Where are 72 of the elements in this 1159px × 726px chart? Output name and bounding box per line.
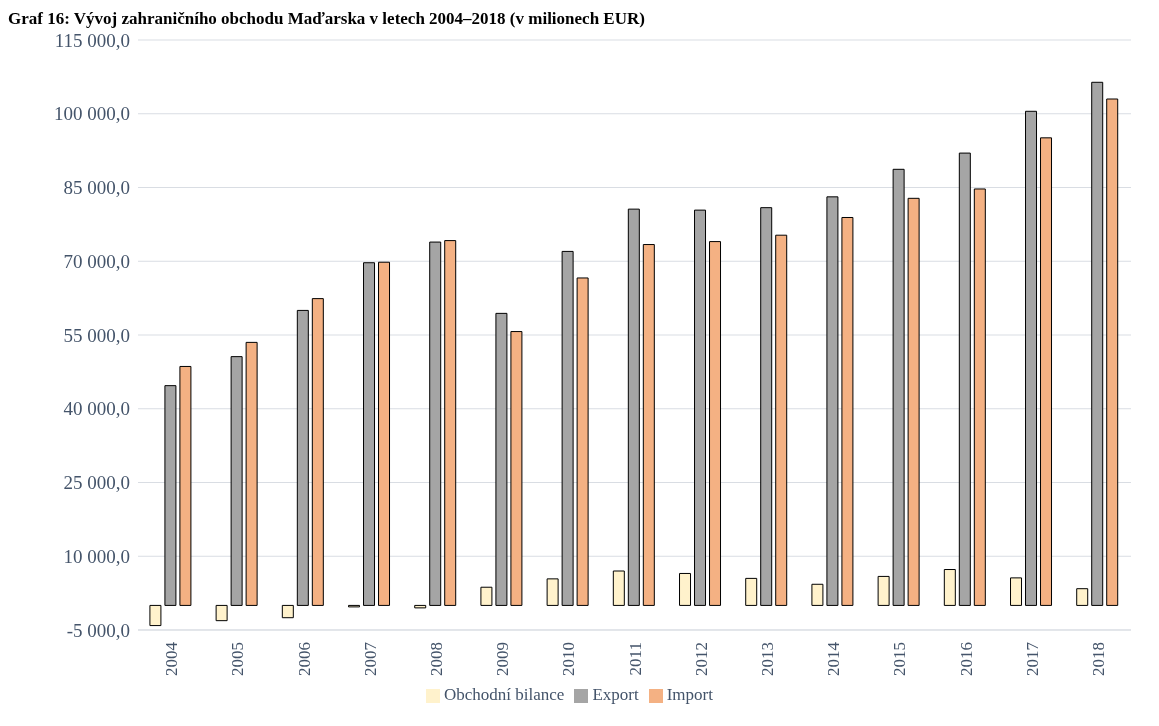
x-tick-label: 2013 <box>757 642 777 676</box>
y-tick-label: 115 000,0 <box>54 29 130 51</box>
bar <box>245 341 258 606</box>
bar <box>363 262 376 606</box>
bar <box>311 298 324 606</box>
bar <box>281 604 294 619</box>
bar <box>745 577 758 606</box>
x-tick-label: 2014 <box>824 641 844 676</box>
chart-title: Graf 16: Vývoj zahraničního obchodu Maďarska v letech 2004–2018 (v milionech EUR) <box>8 8 646 30</box>
bar <box>826 196 839 606</box>
bar <box>892 168 905 606</box>
y-tick-label: 25 000,0 <box>63 472 130 494</box>
bar <box>561 250 574 606</box>
bar <box>1106 98 1119 606</box>
legend-label: Import <box>666 685 713 704</box>
x-tick-label: 2007 <box>360 641 380 676</box>
bar <box>958 152 971 606</box>
bar <box>811 583 824 606</box>
bar <box>378 261 391 606</box>
bar <box>642 244 655 606</box>
y-tick-label: 10 000,0 <box>63 545 130 567</box>
bar <box>495 312 508 606</box>
y-tick-label: 85 000,0 <box>63 177 130 199</box>
bar <box>694 209 707 606</box>
bar <box>943 569 956 606</box>
bar <box>296 309 309 606</box>
y-tick-label: 70 000,0 <box>63 250 130 272</box>
bar <box>973 188 986 606</box>
bar <box>576 277 589 606</box>
legend-label: Obchodní bilance <box>444 685 565 704</box>
x-tick-label: 2009 <box>493 642 513 676</box>
bar <box>627 208 640 606</box>
bar <box>1040 137 1053 606</box>
x-tick-label: 2017 <box>1022 641 1042 676</box>
bar <box>877 575 890 606</box>
bar <box>1010 577 1023 606</box>
bar <box>612 570 625 606</box>
bar <box>1025 110 1038 606</box>
bar <box>760 207 773 606</box>
x-tick-label: 2011 <box>625 642 645 676</box>
bar <box>429 241 442 606</box>
x-tick-label: 2005 <box>228 642 248 676</box>
bar <box>230 356 243 606</box>
y-tick-label: 100 000,0 <box>54 103 130 125</box>
x-tick-label: 2008 <box>426 642 446 676</box>
x-tick-label: 2016 <box>956 642 976 676</box>
bar <box>215 604 228 622</box>
y-tick-label: 55 000,0 <box>63 324 130 346</box>
x-tick-label: 2004 <box>162 641 182 676</box>
bar <box>1091 81 1104 606</box>
bar <box>414 604 427 609</box>
y-tick-label: 40 000,0 <box>63 398 130 420</box>
bar <box>907 197 920 606</box>
bar <box>775 234 788 606</box>
bar <box>709 241 722 606</box>
x-tick-label: 2006 <box>294 642 314 676</box>
legend-label: Export <box>592 685 639 704</box>
bar <box>444 240 457 606</box>
y-tick-label: -5 000,0 <box>66 619 130 641</box>
bar <box>164 385 177 606</box>
x-tick-label: 2015 <box>890 642 910 676</box>
x-tick-label: 2018 <box>1088 642 1108 676</box>
bar <box>679 572 692 606</box>
bar <box>546 578 559 606</box>
x-tick-label: 2012 <box>691 642 711 676</box>
bar <box>480 586 493 606</box>
x-tick-label: 2010 <box>559 642 579 676</box>
bar <box>179 365 192 606</box>
bar <box>510 331 523 606</box>
bar <box>149 604 162 627</box>
bar <box>841 216 854 606</box>
bar <box>1076 588 1089 606</box>
